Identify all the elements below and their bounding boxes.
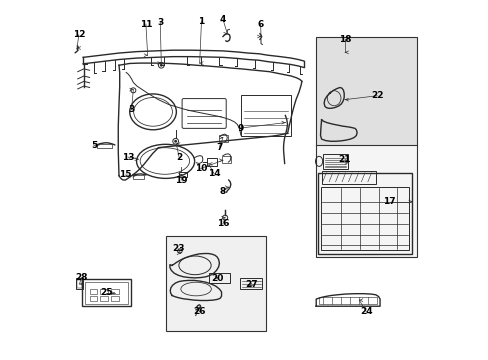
Bar [320,187,408,250]
Bar [208,273,230,283]
Bar [85,282,127,304]
Bar [222,156,231,163]
Bar [100,296,108,301]
Bar [133,175,144,179]
Text: 24: 24 [359,307,372,316]
Bar [89,289,97,294]
Bar [321,171,375,184]
Bar [76,278,83,289]
Bar [179,172,187,177]
Text: 25: 25 [100,288,112,297]
Text: 15: 15 [119,171,131,180]
Bar [319,297,376,304]
Text: 19: 19 [175,176,188,185]
Bar [241,95,290,136]
Bar [316,145,416,257]
Text: 4: 4 [219,15,226,24]
Text: 8: 8 [220,187,225,196]
Text: 27: 27 [245,280,258,289]
Bar [100,289,108,294]
Bar [111,296,119,301]
Text: 17: 17 [383,197,395,206]
Text: 26: 26 [193,307,205,316]
Text: 5: 5 [91,141,97,150]
Text: 9: 9 [237,123,244,132]
Text: 10: 10 [194,164,206,173]
Bar [82,279,131,306]
Text: 1: 1 [198,17,204,26]
Bar [316,37,416,146]
Text: 6: 6 [257,19,263,28]
Bar [240,278,262,289]
Text: 16: 16 [216,219,229,228]
Text: 3: 3 [157,18,163,27]
Text: 22: 22 [370,91,383,100]
Circle shape [174,140,177,143]
Bar [206,158,217,166]
Text: 13: 13 [122,153,134,162]
Bar [318,173,411,253]
Bar [111,289,119,294]
Text: 21: 21 [338,155,350,164]
Bar [165,235,265,330]
Bar [97,144,112,148]
Text: 7: 7 [216,143,222,152]
Text: 23: 23 [172,244,184,253]
Text: 3: 3 [128,105,134,114]
Text: 12: 12 [72,30,85,39]
Bar [89,296,97,301]
Text: 11: 11 [140,19,152,28]
Bar [77,280,82,288]
Bar [219,135,227,142]
Text: 28: 28 [75,273,87,282]
Text: 14: 14 [207,169,220,178]
Text: 18: 18 [338,35,350,44]
Text: 20: 20 [211,274,224,283]
Circle shape [160,64,163,67]
Text: 2: 2 [176,153,182,162]
Bar [322,154,348,169]
